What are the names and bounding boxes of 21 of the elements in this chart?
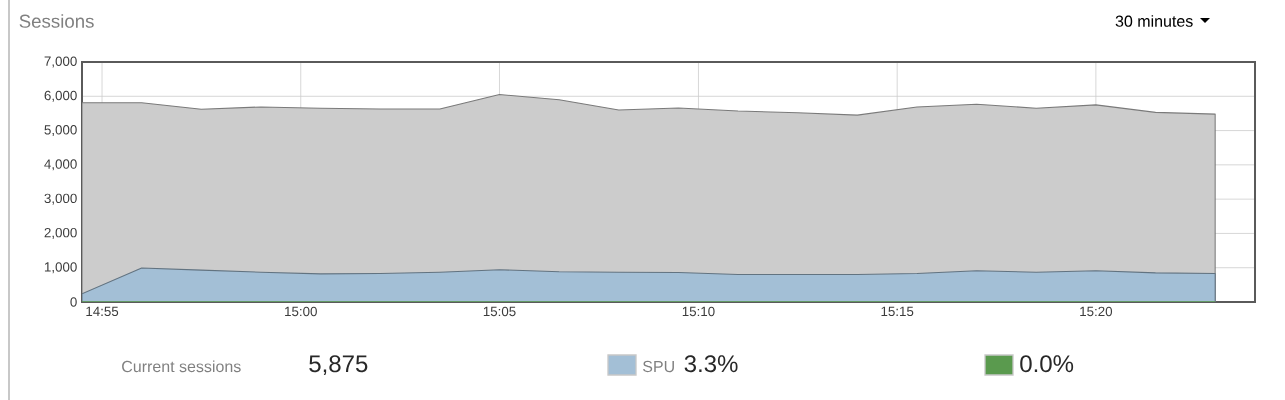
x-tick-label: 14:55 <box>86 306 119 317</box>
legend-label: SPU <box>643 360 674 373</box>
y-tick-label: 6,000 <box>44 90 77 102</box>
x-tick-label: 15:00 <box>285 306 317 317</box>
x-tick-label: 15:20 <box>1080 306 1113 317</box>
y-tick-label: 7,000 <box>44 56 77 68</box>
y-tick-label: 0 <box>70 297 77 307</box>
x-tick-label: 15:15 <box>881 306 914 317</box>
y-tick-label: 4,000 <box>44 159 77 171</box>
text: 5,875 <box>309 355 368 376</box>
text: 3.3% <box>684 355 738 373</box>
y-tick-label: 3,000 <box>44 193 77 205</box>
y-tick-label: 5,000 <box>44 125 77 137</box>
y-tick-label: 1,000 <box>44 262 77 274</box>
x-tick-label: 15:05 <box>483 306 516 317</box>
text: 0.0% <box>1020 355 1074 373</box>
text: 30 minutes <box>1115 15 1193 27</box>
y-tick-label: 2,000 <box>44 227 77 239</box>
chart-title: Sessions <box>19 14 94 28</box>
text: Current sessions <box>122 360 241 373</box>
x-tick-label: 15:10 <box>682 306 715 317</box>
